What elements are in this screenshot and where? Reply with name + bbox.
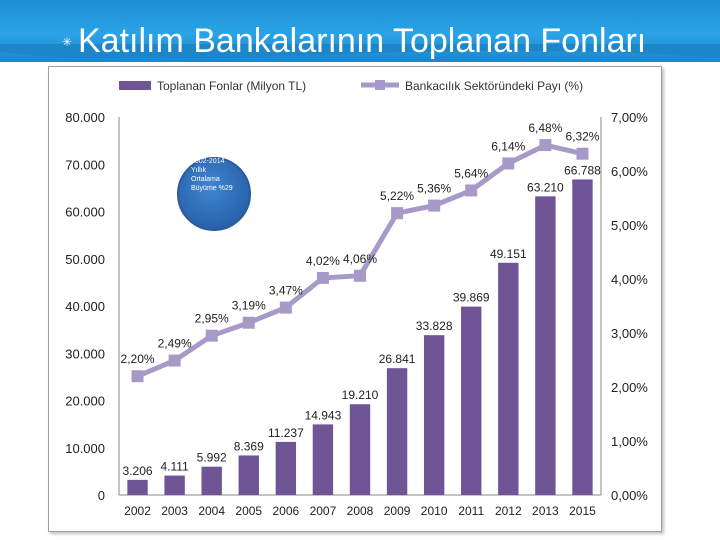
x-tick-label: 2013	[532, 504, 559, 518]
x-tick-label: 2008	[347, 504, 374, 518]
y-right-tick-label: 2,00%	[611, 380, 648, 395]
bar	[349, 404, 371, 495]
x-tick-label: 2006	[272, 504, 299, 518]
y-left-tick-label: 20.000	[65, 394, 105, 409]
y-left-tick-label: 30.000	[65, 346, 105, 361]
legend-marker-line	[375, 80, 385, 90]
bar	[461, 306, 482, 495]
line-point	[316, 271, 329, 284]
line-value-label: 5,64%	[454, 166, 488, 180]
bar-value-label: 4.111	[160, 460, 189, 474]
line-point	[465, 184, 478, 197]
slide-title: Katılım Bankalarının Toplanan Fonları	[78, 22, 647, 60]
legend-label-line: Bankacılık Sektöründeki Payı (%)	[405, 79, 583, 93]
chart-frame: Toplanan Fonlar (Milyon TL) Bankacılık Se…	[48, 66, 662, 532]
line-point	[576, 147, 589, 160]
y-right-tick-label: 4,00%	[611, 272, 648, 287]
line-point	[428, 199, 441, 212]
y-right-tick-label: 1,00%	[611, 434, 648, 449]
bullet-star-icon: ✳	[62, 35, 73, 49]
bar	[201, 466, 222, 495]
bar-value-label: 3.206	[123, 464, 153, 478]
chart: Toplanan Fonlar (Milyon TL) Bankacılık Se…	[65, 79, 648, 518]
line-value-label: 4,02%	[306, 254, 340, 268]
bar	[164, 475, 185, 495]
x-tick-label: 2012	[495, 504, 522, 518]
x-tick-label: 2003	[161, 504, 188, 518]
line-value-label: 5,22%	[380, 189, 414, 203]
bar	[275, 441, 297, 495]
y-left-tick-label: 60.000	[65, 205, 105, 220]
line-point	[205, 329, 218, 342]
line-value-label: 6,32%	[565, 130, 599, 144]
bar	[498, 262, 519, 495]
y-right-tick-label: 6,00%	[611, 164, 648, 179]
x-tick-label: 2011	[458, 504, 484, 518]
x-tick-label: 2009	[384, 504, 411, 518]
line-point	[354, 269, 366, 282]
line-value-label: 6,14%	[491, 139, 525, 153]
line-point	[131, 370, 144, 383]
line-point	[391, 207, 404, 220]
y-left-tick-label: 80.000	[65, 110, 105, 125]
line-value-label: 2,95%	[195, 312, 229, 326]
line-value-label: 5,36%	[417, 182, 451, 196]
bar	[386, 368, 408, 495]
x-tick-label: 2004	[198, 504, 225, 518]
y-right-tick-label: 0,00%	[611, 488, 648, 503]
bar-value-label: 5.992	[197, 451, 227, 465]
bar-value-label: 49.151	[490, 247, 527, 261]
legend-swatch-bar	[119, 81, 151, 90]
y-right-tick-label: 3,00%	[611, 326, 648, 341]
x-tick-label: 2010	[421, 504, 448, 518]
y-left-tick-label: 40.000	[65, 299, 105, 314]
bar	[127, 479, 148, 495]
legend-label-bar: Toplanan Fonlar (Milyon TL)	[157, 79, 306, 93]
y-right-tick-label: 7,00%	[611, 110, 648, 125]
bar-value-label: 8.369	[234, 439, 264, 453]
y-right-tick-label: 5,00%	[611, 218, 648, 233]
line-point	[242, 316, 255, 329]
bar	[572, 179, 593, 495]
line-point	[539, 139, 552, 152]
line-point	[279, 301, 292, 314]
bar	[535, 196, 556, 495]
bar-value-label: 66.788	[564, 163, 601, 177]
line-value-label: 4,06%	[343, 252, 377, 266]
bar-value-label: 19.210	[342, 388, 379, 402]
y-left-tick-label: 0	[98, 488, 105, 503]
line-point	[168, 354, 181, 367]
bar-value-label: 63.210	[527, 180, 564, 194]
annotation-text: 2002-2014 Yıllık Ortalama Büyüme %29	[191, 158, 233, 192]
line-value-label: 2,49%	[158, 337, 192, 351]
bar-value-label: 33.828	[416, 319, 453, 333]
bar	[312, 424, 334, 495]
bar-value-label: 39.869	[453, 291, 490, 305]
line-value-label: 3,19%	[232, 299, 266, 313]
x-tick-label: 2005	[235, 504, 262, 518]
bar-value-label: 14.943	[305, 408, 342, 422]
banner-wave	[0, 44, 720, 60]
y-left-tick-label: 10.000	[65, 441, 105, 456]
y-left-tick-label: 70.000	[65, 157, 105, 172]
x-tick-label: 2007	[310, 504, 337, 518]
line-value-label: 2,20%	[121, 352, 155, 366]
line-value-label: 3,47%	[269, 284, 303, 298]
bar-value-label: 26.841	[379, 352, 416, 366]
y-left-tick-label: 50.000	[65, 252, 105, 267]
line-value-label: 6,48%	[528, 121, 562, 135]
bar	[423, 335, 445, 495]
bar	[238, 455, 259, 495]
line-point	[502, 157, 515, 170]
x-tick-label: 2015	[569, 504, 596, 518]
annotation-bubble	[177, 157, 251, 231]
bar-value-label: 11.237	[268, 426, 304, 440]
x-tick-label: 2002	[124, 504, 151, 518]
